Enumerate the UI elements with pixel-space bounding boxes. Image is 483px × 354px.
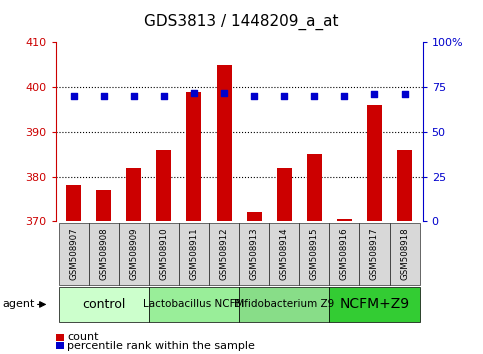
- Bar: [307, 154, 322, 221]
- Bar: [367, 105, 382, 221]
- Text: GSM508915: GSM508915: [310, 228, 319, 280]
- Point: [250, 93, 258, 99]
- Text: GSM508911: GSM508911: [189, 228, 199, 280]
- Bar: [337, 219, 352, 221]
- Bar: [66, 185, 81, 221]
- Text: Bifidobacterium Z9: Bifidobacterium Z9: [234, 299, 334, 309]
- Bar: [216, 65, 231, 221]
- Text: NCFM+Z9: NCFM+Z9: [340, 297, 410, 312]
- Text: GSM508918: GSM508918: [400, 228, 409, 280]
- Point: [341, 93, 348, 99]
- Text: GSM508914: GSM508914: [280, 228, 289, 280]
- Point: [190, 90, 198, 95]
- Text: GSM508917: GSM508917: [370, 228, 379, 280]
- Text: count: count: [67, 332, 99, 342]
- Point: [100, 93, 108, 99]
- Point: [280, 93, 288, 99]
- Point: [160, 93, 168, 99]
- Point: [370, 91, 378, 97]
- Point: [311, 93, 318, 99]
- Text: GSM508913: GSM508913: [250, 228, 258, 280]
- Text: GSM508908: GSM508908: [99, 228, 108, 280]
- Bar: [126, 168, 142, 221]
- Text: GSM508909: GSM508909: [129, 228, 138, 280]
- Point: [70, 93, 77, 99]
- Text: control: control: [82, 298, 126, 311]
- Point: [220, 90, 228, 95]
- Text: GSM508912: GSM508912: [220, 228, 228, 280]
- Text: GSM508916: GSM508916: [340, 228, 349, 280]
- Bar: [96, 190, 111, 221]
- Text: GSM508910: GSM508910: [159, 228, 169, 280]
- Point: [401, 91, 409, 97]
- Bar: [397, 150, 412, 221]
- Text: GDS3813 / 1448209_a_at: GDS3813 / 1448209_a_at: [144, 14, 339, 30]
- Text: GSM508907: GSM508907: [69, 228, 78, 280]
- Point: [130, 93, 138, 99]
- Bar: [277, 168, 292, 221]
- Bar: [247, 212, 262, 221]
- Text: Lactobacillus NCFM: Lactobacillus NCFM: [143, 299, 245, 309]
- Text: percentile rank within the sample: percentile rank within the sample: [67, 341, 255, 350]
- Bar: [156, 150, 171, 221]
- Bar: [186, 92, 201, 221]
- Text: agent: agent: [2, 299, 35, 309]
